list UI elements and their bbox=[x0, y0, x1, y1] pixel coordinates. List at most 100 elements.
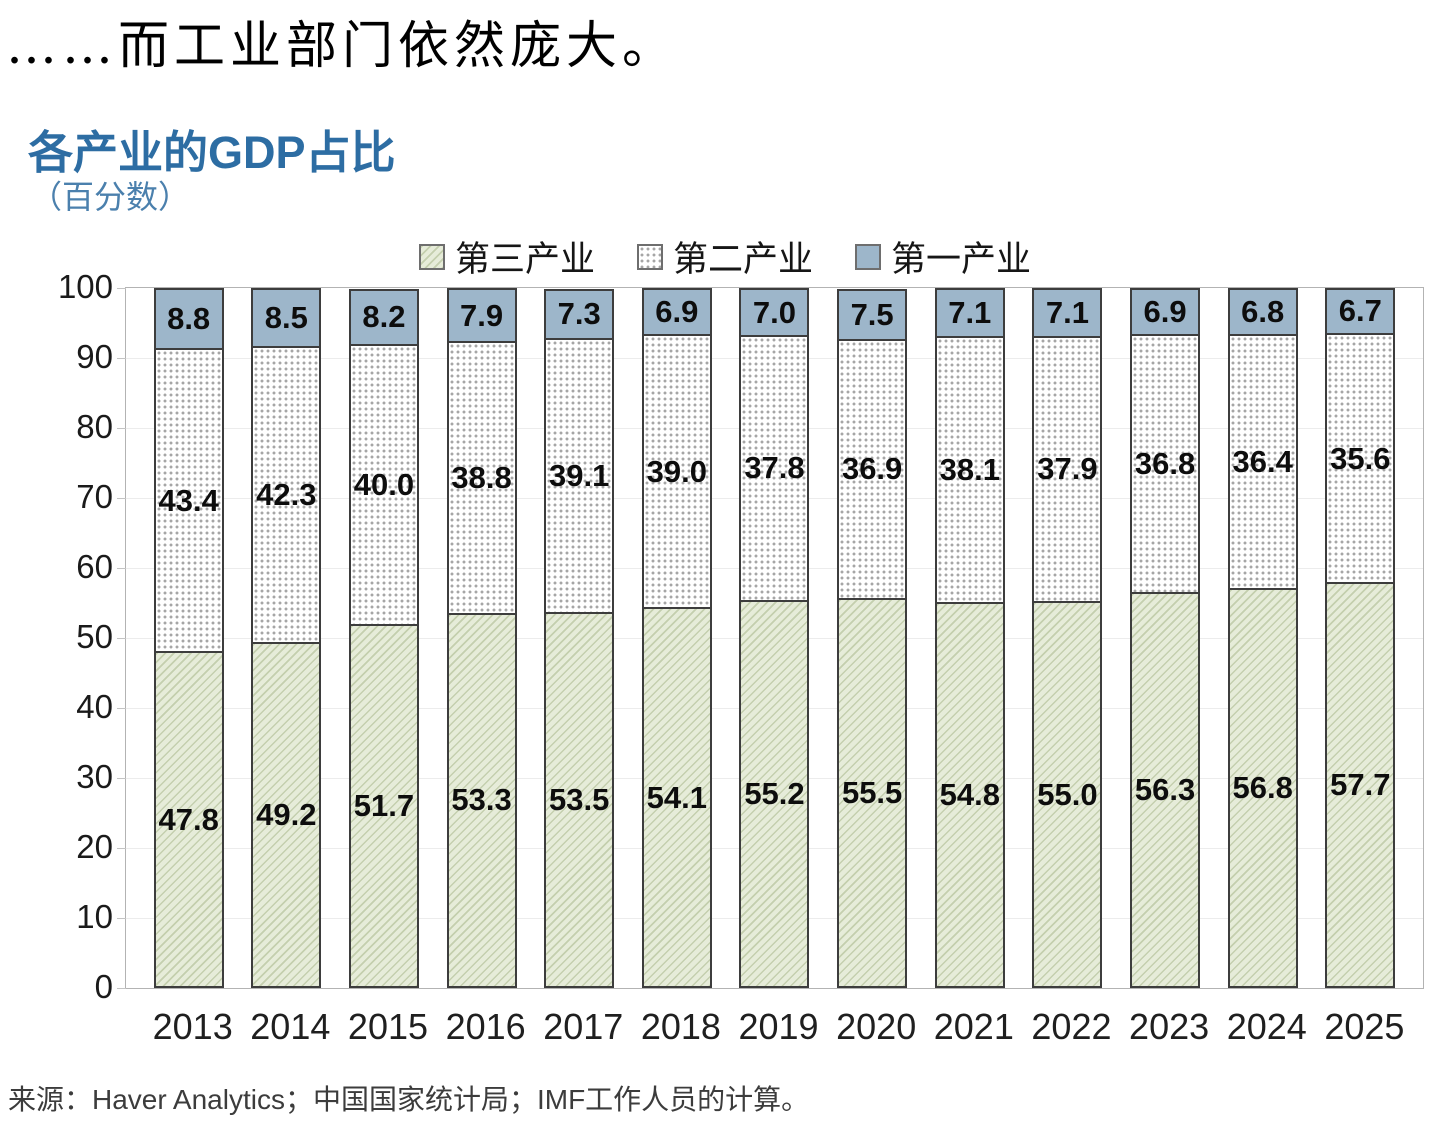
bar-2013: 8.8 43.4 47.8 bbox=[153, 288, 224, 988]
bar-2024: 6.8 36.4 56.8 bbox=[1227, 288, 1298, 988]
y-tick-mark-50 bbox=[117, 638, 126, 639]
value-label: 7.3 bbox=[557, 296, 601, 332]
segment-2016-第二产业: 38.8 bbox=[446, 343, 517, 615]
segment-2022-第三产业: 55.0 bbox=[1032, 603, 1103, 988]
legend-swatch-solid bbox=[855, 243, 881, 270]
segment-2016-第三产业: 53.3 bbox=[446, 614, 517, 988]
segment-2025-第二产业: 35.6 bbox=[1325, 334, 1396, 585]
segment-2019-第二产业: 37.8 bbox=[739, 337, 810, 602]
value-label: 37.9 bbox=[1037, 451, 1098, 487]
value-label: 37.8 bbox=[744, 450, 805, 486]
value-label: 42.3 bbox=[256, 476, 317, 512]
bar-2016: 7.9 38.8 53.3 bbox=[446, 288, 517, 988]
segment-2013-第一产业: 8.8 bbox=[153, 288, 224, 350]
y-tick-mark-0 bbox=[117, 988, 126, 989]
value-label: 53.5 bbox=[549, 781, 610, 817]
segment-2014-第三产业: 49.2 bbox=[251, 643, 322, 988]
bar-2018: 6.9 39.0 54.1 bbox=[641, 288, 712, 988]
bars: 8.8 43.4 47.8 8.5 42.3 49.2 8.2 40.0 51.7 7.9 38.8… bbox=[126, 288, 1423, 988]
segment-2013-第三产业: 47.8 bbox=[153, 653, 224, 988]
segment-2015-第三产业: 51.7 bbox=[348, 626, 419, 988]
y-tick-mark-40 bbox=[117, 708, 126, 709]
value-label: 55.5 bbox=[841, 774, 903, 810]
segment-2019-第三产业: 55.2 bbox=[739, 601, 810, 988]
value-label: 36.4 bbox=[1232, 444, 1293, 479]
legend-swatch-dots bbox=[636, 243, 663, 270]
y-tick-mark-70 bbox=[117, 498, 126, 499]
segment-2019-第一产业: 7.0 bbox=[739, 288, 810, 338]
y-tick-mark-20 bbox=[117, 848, 126, 849]
value-label: 39.0 bbox=[646, 453, 708, 489]
y-axis: 0 10 20 30 40 50 60 70 80 90 100 bbox=[0, 269, 113, 1005]
segment-2022-第一产业: 7.1 bbox=[1032, 288, 1103, 338]
segment-2023-第二产业: 36.8 bbox=[1130, 336, 1201, 594]
value-label: 54.8 bbox=[939, 777, 1000, 813]
segment-2023-第一产业: 6.9 bbox=[1130, 288, 1201, 337]
legend-label: 第二产业 bbox=[672, 240, 813, 279]
value-label: 8.5 bbox=[264, 299, 308, 335]
x-tick-label-2013: 2013 bbox=[152, 1006, 233, 1047]
y-tick-label-60: 60 bbox=[76, 548, 113, 585]
value-label: 7.9 bbox=[460, 297, 504, 333]
value-label: 55.0 bbox=[1037, 776, 1098, 812]
segment-2021-第二产业: 38.1 bbox=[934, 337, 1005, 605]
figure-heading: ……而工业部门依然庞大。 bbox=[6, 17, 679, 76]
value-label: 57.7 bbox=[1330, 767, 1391, 803]
value-label: 8.8 bbox=[167, 300, 211, 336]
chart-subtitle: （百分数） bbox=[30, 179, 191, 215]
bar-2014: 8.5 42.3 49.2 bbox=[251, 288, 322, 988]
plot-area: 8.8 43.4 47.8 8.5 42.3 49.2 8.2 40.0 51.7 7.9 38.8… bbox=[117, 287, 1424, 989]
segment-2014-第二产业: 42.3 bbox=[251, 347, 322, 644]
y-tick-mark-80 bbox=[117, 428, 126, 429]
value-label: 56.8 bbox=[1232, 770, 1293, 806]
chart-legend: 第三产业 第二产业 第一产业 bbox=[0, 231, 1450, 282]
x-tick-label-2020: 2020 bbox=[836, 1006, 917, 1047]
segment-2017-第一产业: 7.3 bbox=[544, 288, 615, 340]
segment-2022-第二产业: 37.9 bbox=[1032, 337, 1103, 603]
value-label: 36.8 bbox=[1134, 446, 1196, 482]
segment-2014-第一产业: 8.5 bbox=[251, 288, 322, 348]
segment-2021-第一产业: 7.1 bbox=[934, 288, 1005, 338]
value-label: 7.1 bbox=[948, 294, 992, 330]
x-tick-label-2017: 2017 bbox=[543, 1006, 624, 1047]
segment-2024-第二产业: 36.4 bbox=[1227, 335, 1298, 591]
bar-2025: 6.7 35.6 57.7 bbox=[1325, 288, 1396, 988]
segment-2018-第一产业: 6.9 bbox=[641, 288, 712, 337]
legend-label: 第一产业 bbox=[891, 240, 1032, 279]
value-label: 6.9 bbox=[655, 294, 699, 330]
y-tick-label-80: 80 bbox=[76, 408, 113, 445]
value-label: 7.5 bbox=[850, 296, 894, 332]
value-label: 54.1 bbox=[646, 779, 708, 815]
value-label: 35.6 bbox=[1330, 440, 1391, 476]
bar-2021: 7.1 38.1 54.8 bbox=[934, 288, 1005, 988]
value-label: 36.9 bbox=[841, 451, 903, 487]
x-tick-label-2021: 2021 bbox=[933, 1006, 1014, 1047]
segment-2024-第一产业: 6.8 bbox=[1227, 288, 1298, 336]
x-tick-label-2024: 2024 bbox=[1226, 1006, 1307, 1047]
legend-item-2: 第二产业 bbox=[636, 231, 813, 282]
x-tick-label-2022: 2022 bbox=[1031, 1006, 1112, 1047]
segment-2017-第二产业: 39.1 bbox=[544, 339, 615, 614]
value-label: 6.9 bbox=[1143, 294, 1187, 330]
y-tick-label-10: 10 bbox=[76, 898, 113, 935]
value-label: 39.1 bbox=[549, 457, 610, 493]
legend-item-3: 第一产业 bbox=[855, 231, 1031, 282]
x-tick-label-2023: 2023 bbox=[1129, 1006, 1210, 1047]
segment-2020-第二产业: 36.9 bbox=[837, 341, 908, 600]
value-label: 47.8 bbox=[158, 801, 219, 837]
y-tick-label-20: 20 bbox=[76, 828, 113, 865]
segment-2025-第三产业: 57.7 bbox=[1325, 584, 1396, 988]
value-label: 7.0 bbox=[752, 294, 797, 330]
bar-2023: 6.9 36.8 56.3 bbox=[1130, 288, 1201, 988]
value-label: 6.7 bbox=[1338, 293, 1382, 329]
x-tick-label-2014: 2014 bbox=[250, 1006, 331, 1047]
value-label: 43.4 bbox=[158, 482, 219, 518]
segment-2021-第三产业: 54.8 bbox=[934, 604, 1005, 988]
bar-2019: 7.0 37.8 55.2 bbox=[739, 288, 810, 988]
segment-2023-第三产业: 56.3 bbox=[1130, 593, 1201, 988]
value-label: 6.8 bbox=[1241, 293, 1285, 329]
segment-2018-第三产业: 54.1 bbox=[641, 609, 712, 988]
x-tick-label-2025: 2025 bbox=[1324, 1006, 1405, 1047]
x-tick-label-2015: 2015 bbox=[347, 1006, 429, 1047]
segment-2024-第三产业: 56.8 bbox=[1227, 590, 1298, 988]
